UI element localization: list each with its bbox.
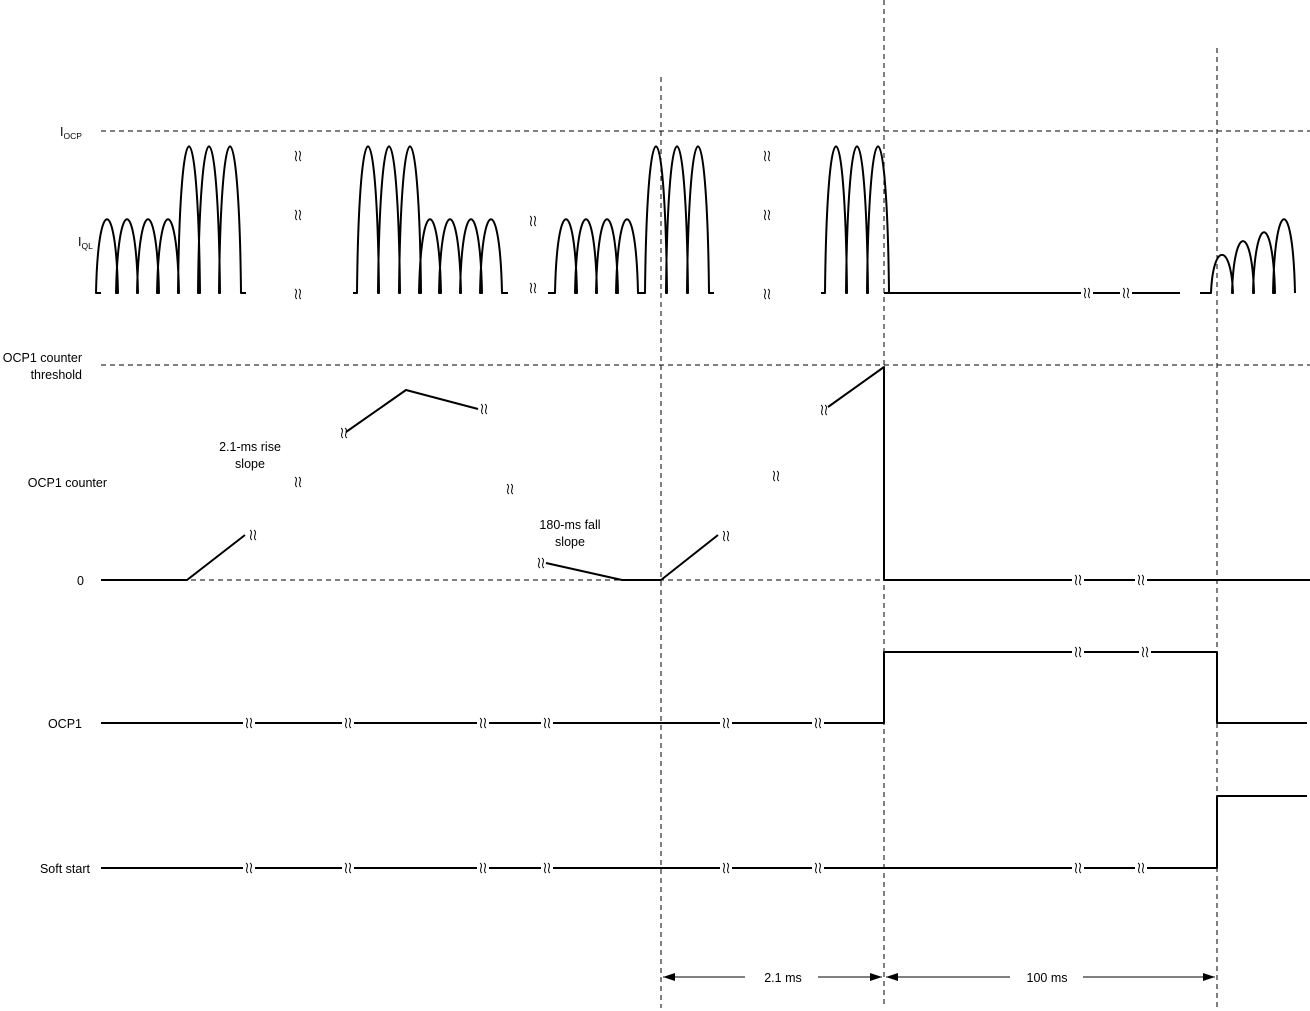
soft-start-line-break-5 (722, 862, 730, 874)
break-marks (243, 150, 1151, 874)
zero-label: 0 (77, 574, 84, 588)
ocp1-waveform (101, 651, 1307, 724)
current-break-5 (529, 282, 537, 294)
current-pulse-train-1 (95, 145, 246, 294)
ocp1-high-break-1-gap (1072, 649, 1084, 655)
ocp1-line-break-2-gap (342, 720, 354, 726)
rise-slope-annotation: 2.1-ms rise (219, 440, 281, 454)
fall-slope-annotation: 180-ms fall (539, 518, 600, 532)
counter-break-6 (537, 557, 545, 569)
ocp1-line-break-2 (344, 717, 352, 729)
counter-segment-4 (827, 366, 1310, 581)
soft-start-line-break-2 (344, 862, 352, 874)
current-break-1 (294, 150, 302, 162)
ocp1-line-break-4 (543, 717, 551, 729)
counter-break-8 (820, 404, 828, 416)
counter-waveform (101, 366, 1310, 581)
interval-100ms-dimension (886, 973, 1215, 981)
ocp1-line-break-5-gap (720, 720, 732, 726)
soft-start-line-break-6-gap (812, 865, 824, 871)
counter-break-4 (294, 476, 302, 488)
soft-start-line-break-5-gap (720, 865, 732, 871)
soft-start-line-break-8 (1137, 862, 1145, 874)
ocp1-line-break-1-gap (243, 720, 255, 726)
ocp1-line-break-3-gap (477, 720, 489, 726)
ocp1-high-break-2 (1141, 646, 1149, 658)
counter-label: OCP1 counter (28, 476, 107, 490)
counter-break-2 (340, 427, 348, 439)
rise-slope-annotation-2: slope (235, 457, 265, 471)
soft-start-line-break-6 (814, 862, 822, 874)
counter-break-7 (722, 530, 730, 542)
ocp1-line-break-6-gap (812, 720, 824, 726)
soft-start-line-break-4 (543, 862, 551, 874)
ocp1-high-break-2-gap (1139, 649, 1151, 655)
current-line-break-1-gap (1081, 290, 1093, 296)
ocp1-line-break-1 (245, 717, 253, 729)
ocp1-high-break-1 (1074, 646, 1082, 658)
counter-line-break-1-gap (1072, 577, 1084, 583)
current-break-8 (763, 288, 771, 300)
counter-segment-3 (545, 534, 719, 581)
current-waveform (95, 145, 1296, 294)
soft-start-line-break-7-gap (1072, 865, 1084, 871)
current-break-2 (294, 209, 302, 221)
counter-break-1 (249, 529, 257, 541)
interval-100ms-label: 100 ms (1027, 971, 1068, 985)
counter-segment-2 (345, 389, 479, 433)
current-pulse-train-3 (548, 145, 714, 294)
current-break-7 (763, 209, 771, 221)
soft-start-line-break-7 (1074, 862, 1082, 874)
current-break-4 (529, 215, 537, 227)
counter-threshold-label-2: threshold (31, 368, 82, 382)
counter-line-break-2 (1137, 574, 1145, 586)
counter-threshold-label: OCP1 counter (3, 351, 82, 365)
ocp1-line-break-4-gap (541, 720, 553, 726)
soft-start-line-break-1-gap (243, 865, 255, 871)
current-break-6 (763, 150, 771, 162)
ocp1-line-break-6 (814, 717, 822, 729)
current-line-break-2-gap (1120, 290, 1132, 296)
current-line-break-2 (1122, 287, 1130, 299)
current-restart-pulses (1200, 218, 1296, 294)
ocp1-line-break-5 (722, 717, 730, 729)
current-pulse-train-4 (821, 145, 890, 294)
counter-line-break-2-gap (1135, 577, 1147, 583)
ocp1-label: OCP1 (48, 717, 82, 731)
interval-2p1ms-dimension (663, 973, 882, 981)
iocp-label: IOCP (60, 125, 82, 141)
iql-label: IQL (78, 235, 93, 251)
soft-start-trace (101, 795, 1307, 869)
soft-start-line-break-8-gap (1135, 865, 1147, 871)
counter-segment-1 (101, 534, 246, 581)
soft-start-line-break-2-gap (342, 865, 354, 871)
soft-start-line-break-3-gap (477, 865, 489, 871)
soft-start-line-break-4-gap (541, 865, 553, 871)
counter-line-break-1 (1074, 574, 1082, 586)
ocp1-trace (101, 651, 1307, 724)
soft-start-line-break-1 (245, 862, 253, 874)
fall-slope-annotation-2: slope (555, 535, 585, 549)
counter-break-5 (506, 483, 514, 495)
current-line-break-1 (1083, 287, 1091, 299)
soft-start-waveform (101, 795, 1307, 869)
ocp1-line-break-3 (479, 717, 487, 729)
counter-break-3 (480, 403, 488, 415)
counter-break-9 (772, 470, 780, 482)
current-break-3 (294, 288, 302, 300)
soft-start-label: Soft start (40, 862, 91, 876)
current-pulse-train-2 (353, 145, 508, 294)
soft-start-line-break-3 (479, 862, 487, 874)
interval-2p1ms-label: 2.1 ms (764, 971, 802, 985)
